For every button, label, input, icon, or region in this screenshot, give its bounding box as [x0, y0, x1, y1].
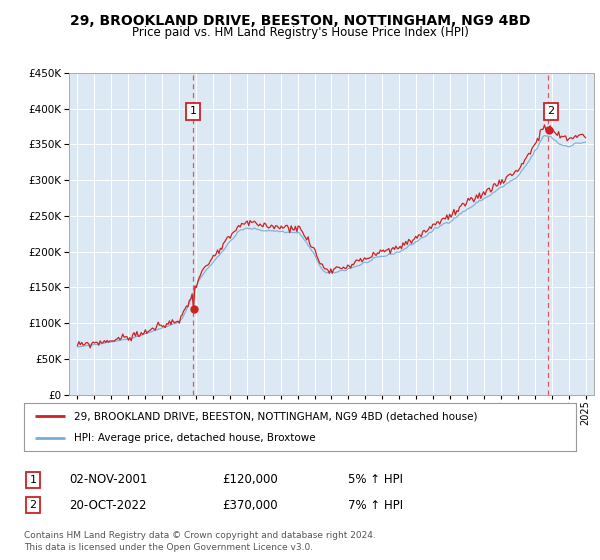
Text: 2: 2 [547, 106, 554, 116]
Text: 1: 1 [190, 106, 197, 116]
Text: 29, BROOKLAND DRIVE, BEESTON, NOTTINGHAM, NG9 4BD (detached house): 29, BROOKLAND DRIVE, BEESTON, NOTTINGHAM… [74, 411, 477, 421]
Text: 1: 1 [29, 475, 37, 485]
Text: £370,000: £370,000 [222, 498, 278, 512]
Text: £120,000: £120,000 [222, 473, 278, 487]
Text: Contains HM Land Registry data © Crown copyright and database right 2024.
This d: Contains HM Land Registry data © Crown c… [24, 531, 376, 552]
Text: 2: 2 [29, 500, 37, 510]
Text: 7% ↑ HPI: 7% ↑ HPI [348, 498, 403, 512]
Text: Price paid vs. HM Land Registry's House Price Index (HPI): Price paid vs. HM Land Registry's House … [131, 26, 469, 39]
Text: HPI: Average price, detached house, Broxtowe: HPI: Average price, detached house, Brox… [74, 433, 316, 443]
Text: 20-OCT-2022: 20-OCT-2022 [69, 498, 146, 512]
Text: 5% ↑ HPI: 5% ↑ HPI [348, 473, 403, 487]
Text: 02-NOV-2001: 02-NOV-2001 [69, 473, 148, 487]
Text: 29, BROOKLAND DRIVE, BEESTON, NOTTINGHAM, NG9 4BD: 29, BROOKLAND DRIVE, BEESTON, NOTTINGHAM… [70, 14, 530, 28]
